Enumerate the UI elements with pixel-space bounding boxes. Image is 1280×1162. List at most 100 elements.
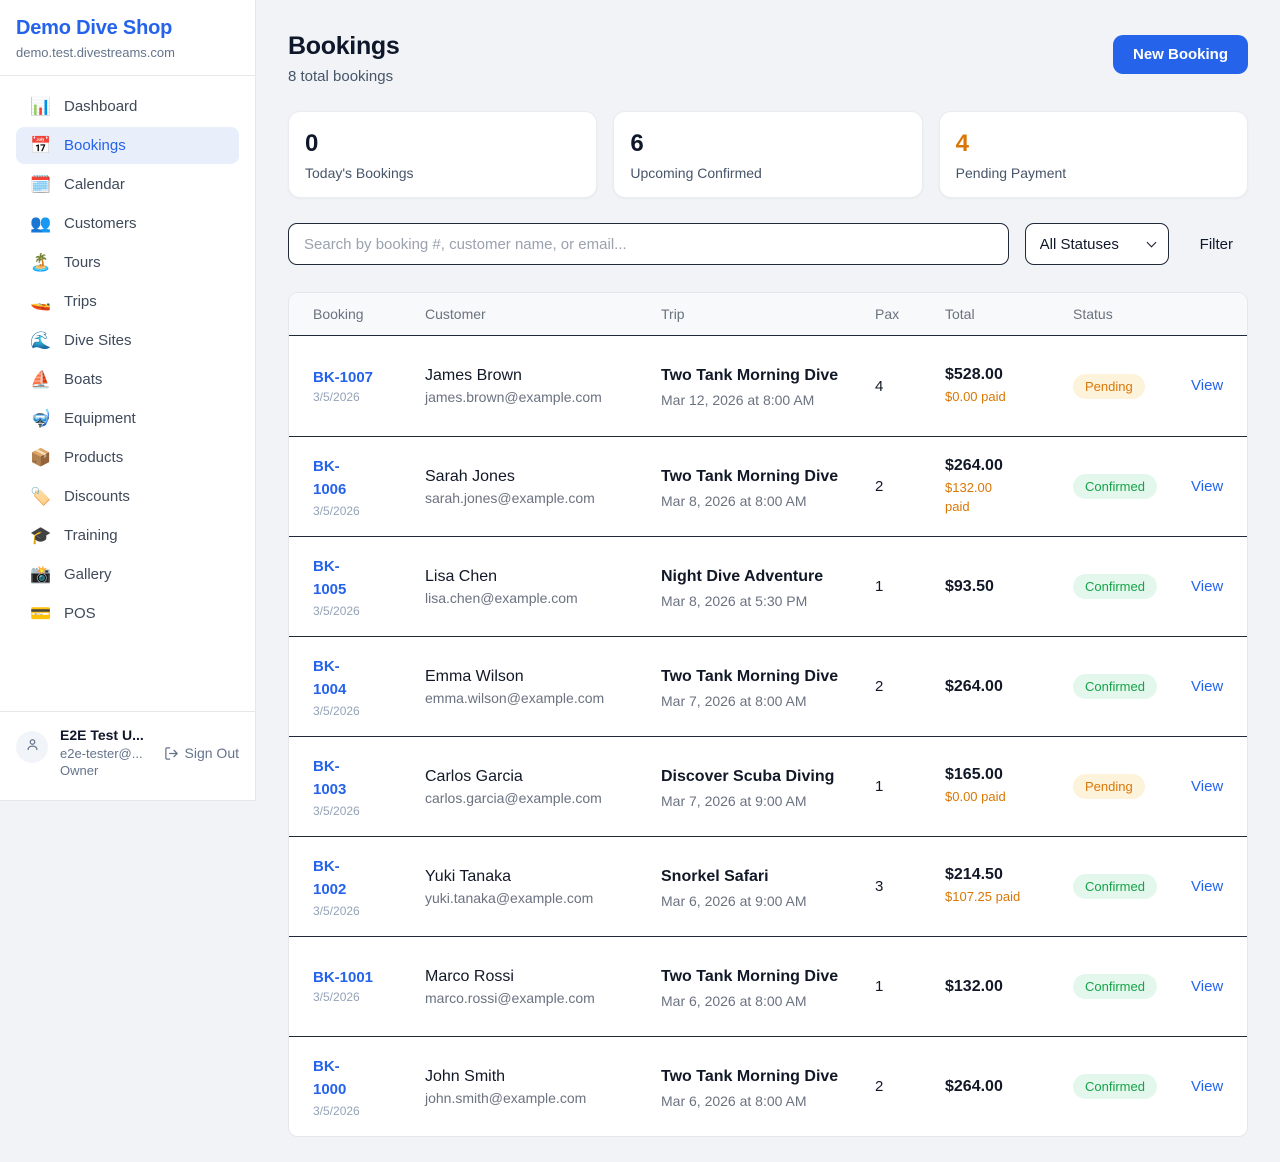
sidebar-item-tours[interactable]: 🏝️ Tours <box>16 244 239 281</box>
column-header-trip: Trip <box>661 306 685 322</box>
bookings-icon: 📅 <box>30 136 52 155</box>
view-link[interactable]: View <box>1191 777 1224 795</box>
sidebar-item-pos[interactable]: 💳 POS <box>16 595 239 632</box>
status-badge: Pending <box>1073 774 1145 799</box>
boats-icon: ⛵ <box>30 370 52 389</box>
sidebar-item-calendar[interactable]: 🗓️ Calendar <box>16 166 239 203</box>
sidebar-item-label: Calendar <box>64 176 125 193</box>
booking-id-link[interactable]: BK-1002 <box>313 857 347 898</box>
booking-id-link[interactable]: BK-1003 <box>313 757 347 798</box>
booking-id-link[interactable]: BK-1005 <box>313 557 347 598</box>
sidebar-item-label: Tours <box>64 254 101 271</box>
pax-count: 3 <box>875 878 884 895</box>
trip-name: Snorkel Safari <box>661 867 769 885</box>
sidebar-item-discounts[interactable]: 🏷️ Discounts <box>16 478 239 515</box>
stat-value: 6 <box>630 130 644 157</box>
sidebar-item-label: Training <box>64 527 118 544</box>
pos-icon: 💳 <box>30 604 52 623</box>
paid-amount: $132.00 paid <box>945 479 992 514</box>
sidebar-item-dashboard[interactable]: 📊 Dashboard <box>16 88 239 125</box>
sign-out-button[interactable]: Sign Out <box>164 745 239 761</box>
sidebar-item-boats[interactable]: ⛵ Boats <box>16 361 239 398</box>
status-badge: Confirmed <box>1073 1074 1157 1099</box>
filter-row: All Statuses Filter <box>288 223 1248 265</box>
booking-date: 3/5/2026 <box>313 990 360 1004</box>
total-amount: $93.50 <box>945 577 994 595</box>
customer-email: sarah.jones@example.com <box>425 489 595 506</box>
view-link[interactable]: View <box>1191 877 1224 895</box>
total-amount: $132.00 <box>945 977 1003 995</box>
discounts-icon: 🏷️ <box>30 487 52 506</box>
customers-icon: 👥 <box>30 214 52 233</box>
tours-icon: 🏝️ <box>30 253 52 272</box>
total-amount: $264.00 <box>945 456 1003 474</box>
booking-id-link[interactable]: BK-1006 <box>313 457 347 498</box>
view-link[interactable]: View <box>1191 1077 1224 1095</box>
booking-id-link[interactable]: BK-1004 <box>313 657 347 698</box>
sidebar-item-trips[interactable]: 🚤 Trips <box>16 283 239 320</box>
page-subtitle: 8 total bookings <box>288 68 394 85</box>
table-row: BK-1003 3/5/2026 Carlos Garcia carlos.ga… <box>289 736 1247 836</box>
view-link[interactable]: View <box>1191 577 1224 595</box>
customer-email: james.brown@example.com <box>425 389 602 405</box>
customer-email: lisa.chen@example.com <box>425 589 578 606</box>
brand-domain: demo.test.divestreams.com <box>16 45 175 60</box>
trip-name: Two Tank Morning Dive <box>661 467 839 485</box>
customer-email: yuki.tanaka@example.com <box>425 889 594 906</box>
sidebar-item-label: Boats <box>64 371 103 388</box>
filter-button[interactable]: Filter <box>1185 228 1248 261</box>
sidebar-item-label: Discounts <box>64 488 130 505</box>
column-header-customer: Customer <box>425 306 486 322</box>
view-link[interactable]: View <box>1191 477 1224 495</box>
main-content: Bookings 8 total bookings New Booking 0 … <box>256 0 1280 1161</box>
page-title: Bookings <box>288 32 400 60</box>
view-link[interactable]: View <box>1191 377 1224 394</box>
table-row: BK-1002 3/5/2026 Yuki Tanaka yuki.tanaka… <box>289 836 1247 936</box>
view-link[interactable]: View <box>1191 677 1224 695</box>
new-booking-button[interactable]: New Booking <box>1112 35 1248 74</box>
customer-name: Carlos Garcia <box>425 767 523 785</box>
trip-datetime: Mar 6, 2026 at 8:00 AM <box>661 992 807 1009</box>
sidebar-item-label: Customers <box>64 215 137 232</box>
sidebar-item-dive-sites[interactable]: 🌊 Dive Sites <box>16 322 239 359</box>
customer-email: carlos.garcia@example.com <box>425 789 602 806</box>
pax-count: 2 <box>875 678 884 695</box>
column-header-status: Status <box>1073 306 1113 322</box>
total-amount: $264.00 <box>945 1077 1003 1095</box>
booking-id-link[interactable]: BK-1001 <box>313 969 374 986</box>
sidebar-item-gallery[interactable]: 📸 Gallery <box>16 556 239 593</box>
view-link[interactable]: View <box>1191 977 1224 995</box>
status-filter-select[interactable]: All Statuses <box>1024 223 1169 265</box>
table-body: BK-1007 3/5/2026 James Brown james.brown… <box>289 336 1247 1136</box>
sign-out-label: Sign Out <box>184 745 239 761</box>
user-info: E2E Test U... e2e-tester@... Sign Out Ow… <box>60 727 239 778</box>
stat-value: 4 <box>955 130 970 157</box>
user-email: e2e-tester@... <box>60 745 143 761</box>
sidebar-item-label: Bookings <box>64 137 126 154</box>
search-input[interactable] <box>288 223 1009 265</box>
sidebar-nav: 📊 Dashboard 📅 Bookings 🗓️ Calendar 👥 Cus… <box>0 76 255 711</box>
status-filter: All Statuses <box>1024 223 1169 265</box>
sidebar-item-products[interactable]: 📦 Products <box>16 439 239 476</box>
customer-name: Yuki Tanaka <box>425 867 511 885</box>
sidebar-item-label: Trips <box>64 293 97 310</box>
booking-date: 3/5/2026 <box>313 504 360 519</box>
trip-datetime: Mar 7, 2026 at 9:00 AM <box>661 792 807 809</box>
sidebar-item-label: Products <box>64 449 124 466</box>
sidebar-item-customers[interactable]: 👥 Customers <box>16 205 239 242</box>
booking-id-link[interactable]: BK-1000 <box>313 1057 347 1098</box>
products-icon: 📦 <box>30 448 52 467</box>
booking-id-link[interactable]: BK-1007 <box>313 368 374 386</box>
table-row: BK-1005 3/5/2026 Lisa Chen lisa.chen@exa… <box>289 536 1247 636</box>
trip-datetime: Mar 8, 2026 at 8:00 AM <box>661 492 807 509</box>
trip-datetime: Mar 7, 2026 at 8:00 AM <box>661 692 807 709</box>
paid-amount: $0.00 paid <box>945 388 1006 404</box>
sidebar-item-label: Gallery <box>64 566 112 583</box>
pax-count: 1 <box>875 978 884 995</box>
sidebar-item-training[interactable]: 🎓 Training <box>16 517 239 554</box>
user-panel: E2E Test U... e2e-tester@... Sign Out Ow… <box>0 711 255 800</box>
stats-cards: 0 Today's Bookings 6 Upcoming Confirmed … <box>288 111 1248 198</box>
pax-count: 2 <box>875 1078 884 1095</box>
sidebar-item-bookings[interactable]: 📅 Bookings <box>16 127 239 164</box>
sidebar-item-equipment[interactable]: 🤿 Equipment <box>16 400 239 437</box>
